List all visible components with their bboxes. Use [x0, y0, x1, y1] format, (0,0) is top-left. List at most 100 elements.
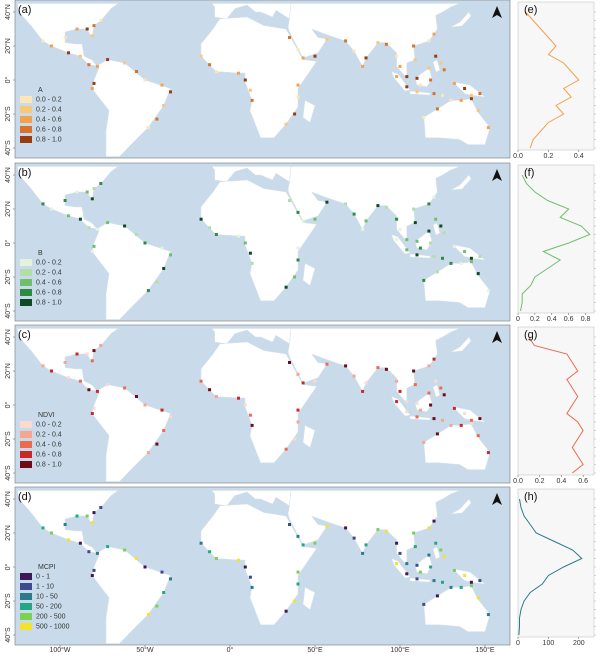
- coastal-cell: [296, 258, 300, 262]
- legend-title: A: [38, 87, 43, 94]
- coastal-cell: [90, 250, 94, 253]
- profile-tick-label: 0.2: [535, 478, 545, 485]
- coastal-cell: [459, 423, 463, 427]
- coastal-cell: [469, 97, 473, 101]
- lat-label: 20°S: [4, 593, 12, 609]
- coastal-cell: [361, 389, 365, 393]
- coastal-cell: [469, 580, 473, 584]
- coastal-cell: [301, 381, 305, 385]
- coastal-cell: [143, 565, 147, 569]
- coastal-cell: [469, 584, 473, 588]
- legend-label: 0.2 - 0.4: [36, 106, 62, 113]
- coastal-cell: [486, 289, 490, 293]
- coastal-cell: [50, 207, 53, 211]
- coastal-cell: [75, 514, 79, 518]
- coastal-cell: [250, 261, 254, 265]
- panel: (c) 40°N 20°N 0° 20°S 40°S NDVI 0.0 - 0.2 0.2 - …: [4, 324, 596, 485]
- coastal-cell: [376, 41, 380, 45]
- profile-label: (e): [524, 4, 537, 16]
- coastal-cell: [155, 442, 159, 446]
- coastal-cell: [67, 214, 70, 218]
- coastal-cell: [92, 187, 96, 191]
- coastal-cell: [449, 98, 453, 102]
- coastal-cell: [398, 64, 402, 68]
- coastal-cell: [415, 577, 419, 581]
- coastal-cell: [429, 241, 433, 245]
- north-arrow: [492, 331, 502, 343]
- coastal-cell: [95, 389, 99, 393]
- coastal-cell: [313, 379, 317, 383]
- coastal-cell: [395, 562, 399, 566]
- coastal-cell: [284, 609, 288, 613]
- legend-swatch: [20, 269, 32, 276]
- coastal-cell: [293, 599, 297, 603]
- coastal-cell: [237, 234, 240, 238]
- coastal-cell: [459, 98, 463, 102]
- coastal-cell: [243, 241, 247, 245]
- coastal-cell: [87, 388, 91, 392]
- legend-label: 0.8 - 1.0: [36, 136, 62, 143]
- coastal-cell: [85, 352, 89, 356]
- coastal-cell: [395, 541, 399, 545]
- legend-label: 0.2 - 0.4: [36, 431, 62, 438]
- lon-label: 50°E: [307, 646, 323, 654]
- coastal-cell: [123, 224, 127, 228]
- coastal-cell: [405, 85, 409, 89]
- profile-tick-label: 0: [516, 640, 520, 647]
- panel: (b) 40°N 20°N 0° 20°S 40°S B 0.0 - 0.2 0.2 - 0.4…: [4, 162, 596, 323]
- legend-swatch: [20, 623, 32, 630]
- coastal-cell: [478, 92, 482, 96]
- legend-swatch: [20, 126, 32, 133]
- coastal-cell: [296, 246, 300, 250]
- coastal-cell: [85, 514, 89, 518]
- coastal-cell: [90, 87, 94, 90]
- legend-label: 0.2 - 0.4: [36, 269, 62, 276]
- coastal-cell: [313, 541, 317, 545]
- lon-label: 100°W: [49, 646, 70, 654]
- legend-swatch: [20, 96, 32, 103]
- profile-line: [518, 498, 583, 636]
- coastal-cell: [441, 256, 444, 260]
- coastal-cell: [352, 374, 356, 378]
- coastal-cell: [78, 217, 82, 221]
- legend-swatch: [20, 289, 32, 296]
- coastal-cell: [313, 54, 317, 58]
- coastal-cell: [99, 506, 103, 509]
- legend-label: 0.4 - 0.6: [36, 441, 62, 448]
- coastal-cell: [169, 253, 172, 257]
- coastal-cell: [384, 529, 388, 533]
- coastal-cell: [415, 401, 419, 405]
- coastal-cell: [405, 572, 409, 576]
- legend-swatch: [20, 461, 32, 468]
- legend-swatch: [20, 441, 32, 448]
- coastal-cell: [248, 413, 252, 417]
- coastal-cell: [486, 451, 490, 455]
- coastal-cell: [415, 239, 419, 243]
- coastal-cell: [469, 418, 473, 422]
- coastal-cell: [478, 255, 482, 259]
- north-arrow: [492, 6, 502, 18]
- coastal-cell: [243, 403, 247, 407]
- panel: (d) 40°N 20°N 0° 20°S 40°S MCPI 0 - 1 1 - 10 10 -…: [4, 486, 596, 647]
- coastal-cell: [463, 574, 467, 577]
- coastal-cell: [395, 238, 399, 242]
- coastal-cell: [288, 199, 291, 202]
- lat-label: 20°N: [4, 38, 12, 54]
- coastal-cell: [78, 379, 82, 383]
- coastal-cell: [90, 34, 94, 38]
- coastal-cell: [413, 58, 417, 62]
- coastal-cell: [439, 224, 443, 228]
- map: [17, 328, 491, 482]
- coastal-cell: [41, 39, 45, 43]
- coastal-cell: [413, 383, 417, 387]
- coastal-cell: [442, 231, 446, 235]
- coastal-cell: [415, 563, 419, 567]
- coastal-cell: [199, 379, 203, 383]
- coastal-cell: [449, 585, 453, 589]
- profile-tick-label: 200: [573, 640, 585, 647]
- coastal-cell: [41, 202, 45, 206]
- coastal-cell: [427, 553, 431, 557]
- lat-label: 20°N: [4, 201, 12, 217]
- legend-label: 0.8 - 1.0: [36, 299, 62, 306]
- lat-label: 40°N: [4, 167, 12, 183]
